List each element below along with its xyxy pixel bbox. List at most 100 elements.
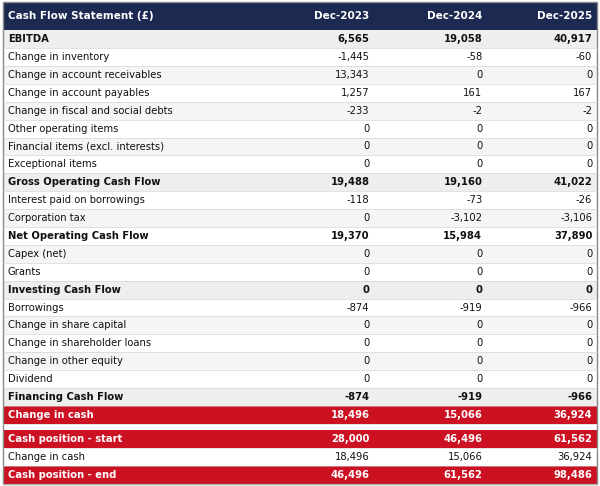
Text: 15,066: 15,066 [448, 451, 482, 462]
Bar [3, 316, 597, 334]
Text: 37,890: 37,890 [554, 231, 592, 241]
Text: Change in shareholder loans: Change in shareholder loans [8, 338, 151, 348]
Text: 13,343: 13,343 [335, 70, 370, 80]
Text: 0: 0 [586, 70, 592, 80]
Text: Corporation tax: Corporation tax [8, 213, 85, 223]
Bar [3, 209, 597, 227]
Bar [3, 352, 597, 370]
Text: -919: -919 [460, 302, 482, 312]
Text: 0: 0 [586, 159, 592, 169]
Text: Net Operating Cash Flow: Net Operating Cash Flow [8, 231, 148, 241]
Text: 15,066: 15,066 [443, 410, 482, 420]
Text: Cash position - end: Cash position - end [8, 469, 116, 480]
Text: -919: -919 [457, 392, 482, 402]
Text: 0: 0 [476, 267, 482, 277]
Text: -874: -874 [347, 302, 370, 312]
Text: Interest paid on borrowings: Interest paid on borrowings [8, 195, 145, 205]
Text: -118: -118 [347, 195, 370, 205]
Text: Capex (net): Capex (net) [8, 249, 66, 259]
Text: 0: 0 [363, 267, 370, 277]
Text: Financial items (excl. interests): Financial items (excl. interests) [8, 141, 164, 152]
Text: Change in other equity: Change in other equity [8, 356, 122, 366]
Text: Grants: Grants [8, 267, 41, 277]
Text: 19,488: 19,488 [331, 177, 370, 187]
Text: 36,924: 36,924 [554, 410, 592, 420]
Bar [3, 388, 597, 406]
Bar [3, 298, 597, 316]
Text: Gross Operating Cash Flow: Gross Operating Cash Flow [8, 177, 160, 187]
Text: Dec-2024: Dec-2024 [427, 11, 482, 21]
Bar [3, 2, 597, 30]
Text: -73: -73 [466, 195, 482, 205]
Bar [3, 466, 597, 484]
Text: -3,102: -3,102 [451, 213, 482, 223]
Text: Change in cash: Change in cash [8, 410, 94, 420]
Text: 0: 0 [586, 123, 592, 134]
Text: 0: 0 [586, 141, 592, 152]
Text: 0: 0 [362, 285, 370, 295]
Bar [3, 84, 597, 102]
Text: 0: 0 [363, 249, 370, 259]
Text: 1,257: 1,257 [341, 88, 370, 98]
Bar [3, 430, 597, 448]
Text: 0: 0 [476, 374, 482, 384]
Text: Financing Cash Flow: Financing Cash Flow [8, 392, 123, 402]
Bar [3, 281, 597, 298]
Text: 41,022: 41,022 [553, 177, 592, 187]
Text: Investing Cash Flow: Investing Cash Flow [8, 285, 121, 295]
Bar [3, 138, 597, 156]
Text: 36,924: 36,924 [557, 451, 592, 462]
Text: 6,565: 6,565 [338, 34, 370, 44]
Text: Exceptional items: Exceptional items [8, 159, 97, 169]
Text: Dividend: Dividend [8, 374, 52, 384]
Text: 18,496: 18,496 [335, 451, 370, 462]
Text: 46,496: 46,496 [331, 469, 370, 480]
Bar [3, 424, 597, 430]
Bar [3, 174, 597, 191]
Text: 161: 161 [463, 88, 482, 98]
Text: 61,562: 61,562 [443, 469, 482, 480]
Text: Other operating items: Other operating items [8, 123, 118, 134]
Text: 167: 167 [573, 88, 592, 98]
Text: 0: 0 [476, 159, 482, 169]
Text: 15,984: 15,984 [443, 231, 482, 241]
Bar [3, 30, 597, 48]
Text: 19,058: 19,058 [443, 34, 482, 44]
Text: -1,445: -1,445 [337, 52, 370, 62]
Text: -874: -874 [344, 392, 370, 402]
Text: 0: 0 [586, 285, 592, 295]
Text: -966: -966 [567, 392, 592, 402]
Text: 0: 0 [586, 249, 592, 259]
Text: 0: 0 [363, 141, 370, 152]
Text: 40,917: 40,917 [553, 34, 592, 44]
Text: Change in account payables: Change in account payables [8, 88, 149, 98]
Text: 0: 0 [363, 320, 370, 330]
Text: Dec-2023: Dec-2023 [314, 11, 370, 21]
Text: 0: 0 [363, 356, 370, 366]
Text: 0: 0 [586, 267, 592, 277]
Text: 0: 0 [363, 338, 370, 348]
Text: 0: 0 [363, 374, 370, 384]
Text: 0: 0 [476, 338, 482, 348]
Text: 19,370: 19,370 [331, 231, 370, 241]
Bar [3, 406, 597, 424]
Bar [3, 120, 597, 138]
Text: -26: -26 [576, 195, 592, 205]
Bar [3, 227, 597, 245]
Bar [3, 156, 597, 174]
Text: 0: 0 [586, 320, 592, 330]
Text: 19,160: 19,160 [443, 177, 482, 187]
Text: 0: 0 [476, 141, 482, 152]
Text: 0: 0 [475, 285, 482, 295]
Text: -966: -966 [569, 302, 592, 312]
Bar [3, 102, 597, 120]
Text: Change in inventory: Change in inventory [8, 52, 109, 62]
Text: 0: 0 [476, 320, 482, 330]
Text: -60: -60 [576, 52, 592, 62]
Bar [3, 191, 597, 209]
Text: 0: 0 [586, 356, 592, 366]
Text: Borrowings: Borrowings [8, 302, 64, 312]
Text: Change in cash: Change in cash [8, 451, 85, 462]
Text: 0: 0 [586, 338, 592, 348]
Text: 98,486: 98,486 [553, 469, 592, 480]
